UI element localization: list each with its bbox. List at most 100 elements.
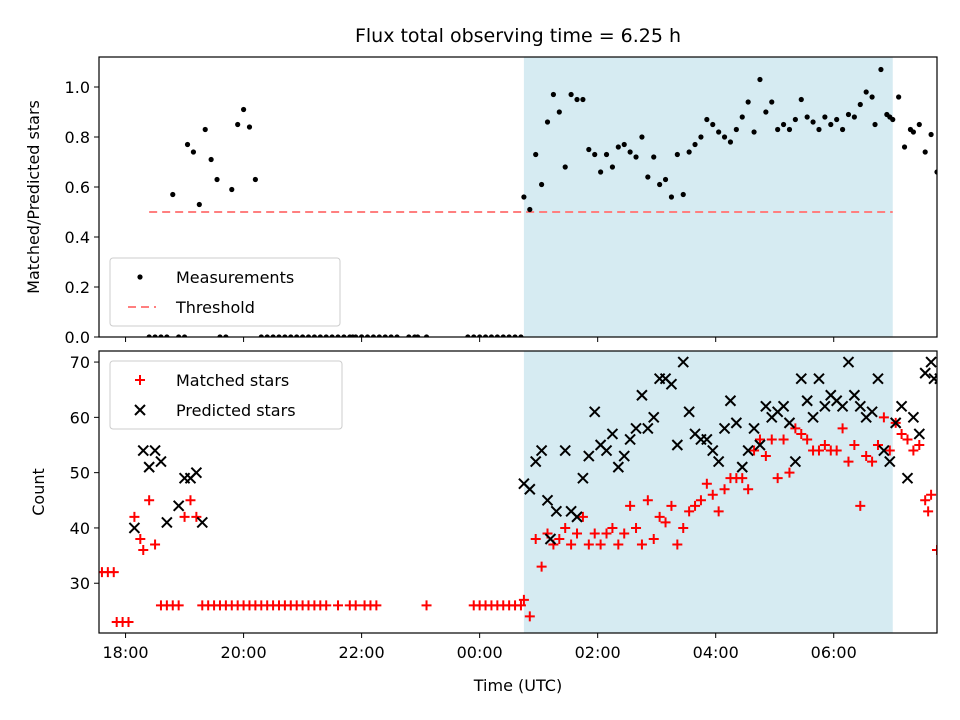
y-tick-label: 0.6 xyxy=(65,178,90,197)
y-tick-label: 0.2 xyxy=(65,278,90,297)
data-point xyxy=(371,600,382,611)
data-point xyxy=(772,473,783,484)
data-point xyxy=(867,456,878,467)
data-point xyxy=(580,96,586,103)
data-point xyxy=(494,334,500,337)
legend-label: Threshold xyxy=(175,298,255,317)
data-point xyxy=(938,595,948,605)
data-point xyxy=(837,423,848,434)
x-tick-label: 18:00 xyxy=(103,643,149,662)
data-point xyxy=(577,472,589,484)
data-point xyxy=(727,139,734,145)
data-point xyxy=(666,500,677,511)
data-point xyxy=(665,378,678,390)
data-point xyxy=(923,506,934,517)
data-point xyxy=(600,444,613,457)
y-axis-label-top: Matched/Predicted stars xyxy=(24,100,43,294)
data-point xyxy=(631,522,642,533)
data-point xyxy=(742,444,754,457)
data-point xyxy=(329,334,335,337)
data-point xyxy=(686,149,692,155)
data-point xyxy=(294,334,300,337)
data-point xyxy=(350,600,361,611)
data-point xyxy=(721,134,728,140)
data-point xyxy=(612,461,625,473)
data-point xyxy=(901,144,908,150)
data-point xyxy=(869,94,875,100)
axes-frame xyxy=(98,56,938,338)
top-panel: 0.0 0.2 0.4 0.6 0.8 1.0 Measurements Threshold xyxy=(65,56,951,347)
data-point xyxy=(683,406,695,418)
observing-span xyxy=(523,57,893,337)
data-point xyxy=(515,600,526,611)
data-point xyxy=(550,91,557,98)
axes-frame xyxy=(98,350,938,634)
data-point xyxy=(786,126,793,133)
data-point xyxy=(749,445,760,456)
data-point xyxy=(138,545,149,556)
data-point xyxy=(333,600,344,611)
data-point xyxy=(619,528,630,539)
data-point xyxy=(524,611,535,622)
data-point xyxy=(719,484,730,495)
data-point xyxy=(524,483,536,495)
data-point xyxy=(801,395,813,407)
data-point xyxy=(925,356,937,368)
data-point xyxy=(884,455,896,468)
data-point xyxy=(264,334,270,337)
data-point xyxy=(572,528,583,539)
data-point xyxy=(872,372,884,385)
data-point xyxy=(946,334,951,339)
data-point xyxy=(172,500,185,512)
data-point xyxy=(716,129,722,135)
data-point xyxy=(571,511,583,523)
data-point xyxy=(388,334,394,337)
data-point xyxy=(252,176,258,183)
data-point xyxy=(603,151,610,158)
data-point xyxy=(932,545,937,556)
data-point xyxy=(834,116,840,123)
data-point xyxy=(636,389,648,401)
data-point xyxy=(908,445,919,456)
data-point xyxy=(878,66,884,73)
data-point xyxy=(521,194,527,200)
data-point xyxy=(848,389,861,401)
data-point xyxy=(695,495,706,506)
data-point xyxy=(802,434,813,445)
data-point xyxy=(137,444,149,457)
data-point xyxy=(813,445,824,456)
data-point xyxy=(713,506,724,517)
data-point xyxy=(143,461,155,473)
data-point xyxy=(202,126,208,133)
data-point xyxy=(941,451,951,461)
data-point xyxy=(539,181,545,188)
data-point xyxy=(854,400,866,413)
data-point xyxy=(878,444,890,457)
bottom-panel: 18:00 20:00 22:00 00:00 02:00 04:00 06:00 30 40 5… xyxy=(70,350,957,662)
data-point xyxy=(692,141,698,148)
data-point xyxy=(323,334,329,337)
data-point xyxy=(527,206,533,213)
data-point xyxy=(947,423,957,433)
data-point xyxy=(677,356,689,368)
data-point xyxy=(648,411,660,424)
legend-marker xyxy=(135,375,145,385)
data-point xyxy=(152,334,158,337)
data-point xyxy=(938,379,948,389)
data-point xyxy=(701,433,713,446)
data-point xyxy=(208,156,214,163)
data-point xyxy=(633,154,639,160)
data-point xyxy=(769,99,775,105)
data-point xyxy=(668,194,675,200)
data-point xyxy=(940,162,945,167)
data-point xyxy=(861,451,872,462)
data-point xyxy=(562,164,568,170)
data-point xyxy=(592,151,598,158)
data-point xyxy=(790,423,801,434)
y-tick-label: 50 xyxy=(70,464,90,483)
data-point xyxy=(123,616,134,627)
data-point xyxy=(748,422,760,435)
data-point xyxy=(518,594,529,605)
data-point xyxy=(884,445,895,456)
data-point xyxy=(754,434,765,445)
